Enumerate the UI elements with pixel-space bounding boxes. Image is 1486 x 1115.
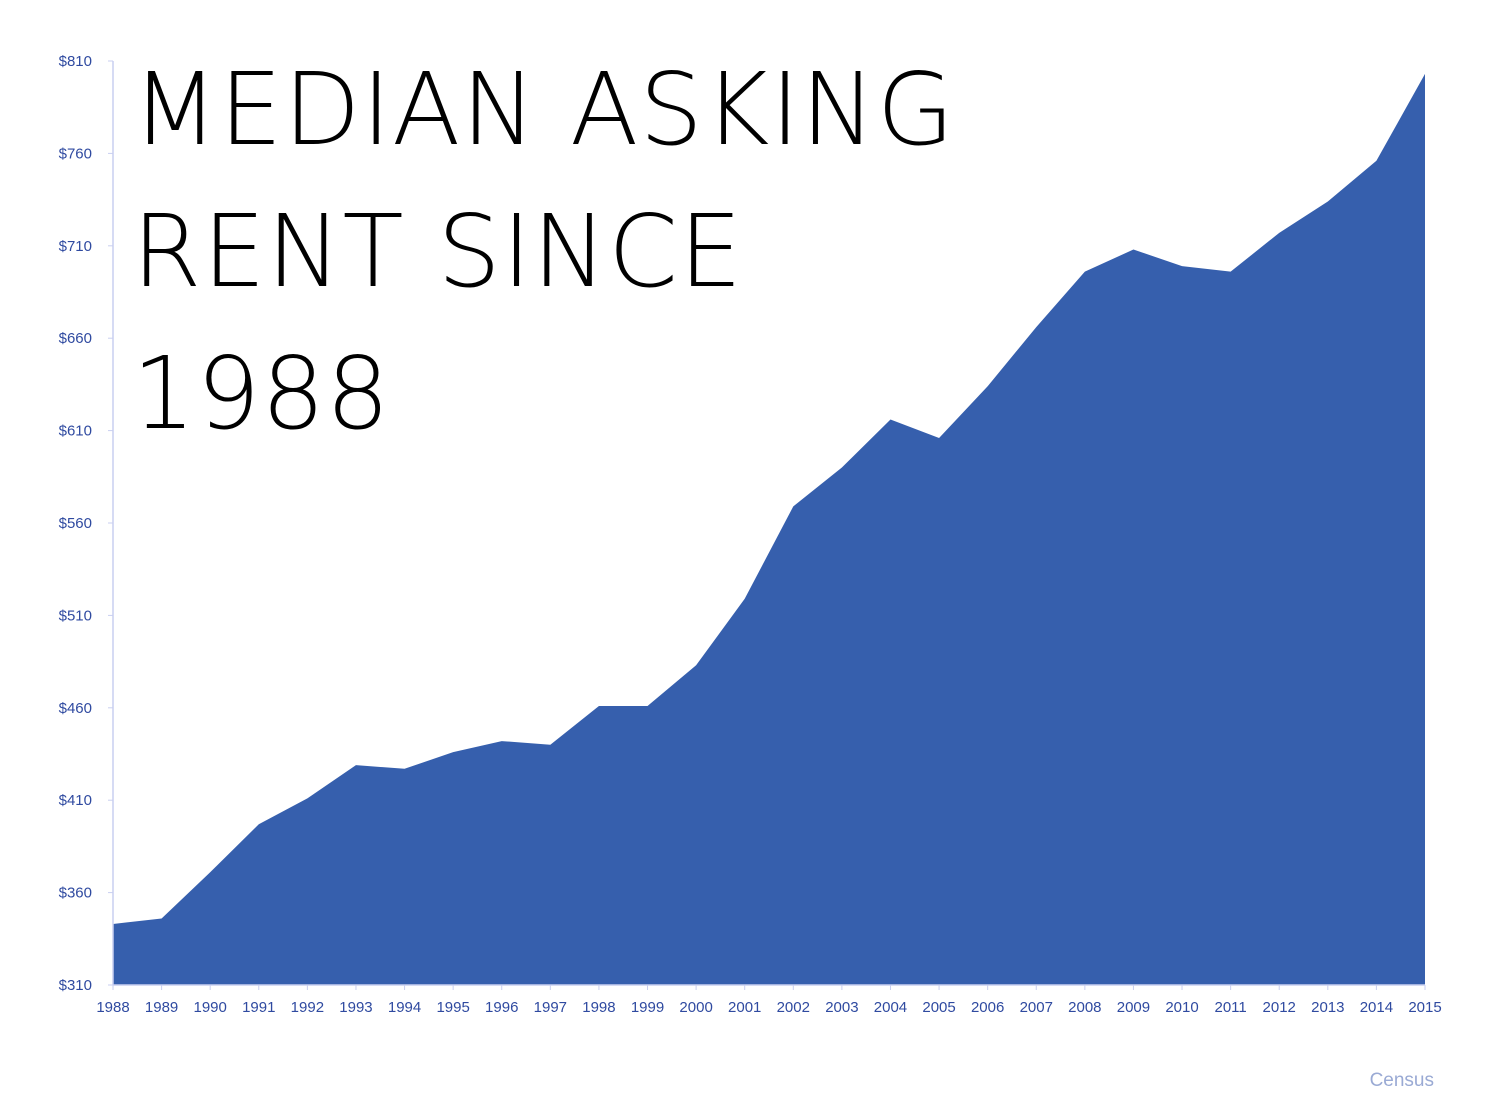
x-tick-label: 1988 [96,999,129,1016]
x-tick-label: 2007 [1020,999,1053,1016]
x-tick-label: 2006 [971,999,1004,1016]
x-tick-label: 2013 [1311,999,1344,1016]
y-tick-label: $660 [59,330,92,347]
x-tick-label: 2001 [728,999,761,1016]
x-tick-label: 2011 [1214,999,1246,1016]
x-tick-label: 1997 [534,999,567,1016]
x-tick-label: 2015 [1408,999,1441,1016]
title-line-3: 1988 [132,335,391,452]
x-tick-label: 1992 [291,999,324,1016]
x-tick-label: 2014 [1360,999,1393,1016]
y-tick-label: $610 [59,423,92,440]
x-tick-label: 2009 [1117,999,1150,1016]
x-tick-label: 2002 [777,999,810,1016]
x-tick-label: 2005 [922,999,955,1016]
y-tick-label: $760 [59,145,92,162]
area-series [113,73,1425,986]
y-tick-label: $710 [59,238,92,255]
x-tick-label: 1989 [145,999,178,1016]
x-tick-label: 2008 [1068,999,1101,1016]
x-tick-label: 2012 [1263,999,1296,1016]
x-tick-label: 1994 [388,999,421,1016]
x-tick-label: 2004 [874,999,907,1016]
x-tick-label: 1999 [631,999,664,1016]
source-label: Census [1369,1070,1434,1091]
y-tick-label: $560 [59,515,92,532]
x-tick-label: 2000 [679,999,712,1016]
x-tick-label: 2010 [1165,999,1198,1016]
title-line-1: MEDIAN ASKING [132,51,956,168]
x-tick-label: 1995 [436,999,469,1016]
x-tick-label: 1991 [242,999,275,1016]
x-tick-label: 2003 [825,999,858,1016]
y-tick-label: $310 [59,977,92,994]
y-tick-label: $360 [59,885,92,902]
y-tick-label: $460 [59,700,92,717]
x-tick-label: 1990 [193,999,226,1016]
y-tick-label: $810 [59,53,92,70]
y-tick-label: $510 [59,607,92,624]
title-line-2: RENT SINCE [132,193,744,310]
x-tick-label: 1998 [582,999,615,1016]
x-tick-label: 1993 [339,999,372,1016]
x-tick-label: 1996 [485,999,518,1016]
y-tick-label: $410 [59,792,92,809]
